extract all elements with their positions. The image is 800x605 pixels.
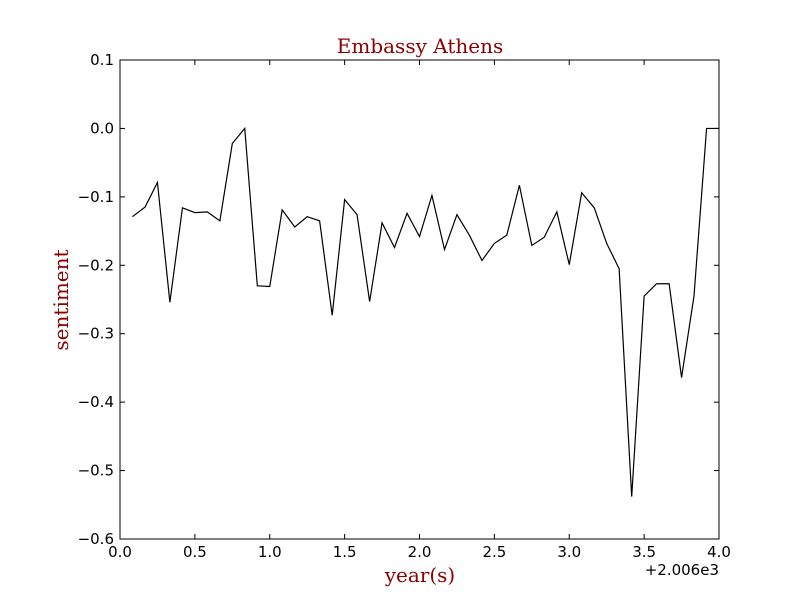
axis-tick-labels: 0.0 0.5 1.0 1.5 2.0 2.5 3.0 3.5 4.0 0.1 0.0 −0.1 −0.… (78, 51, 731, 561)
plot-area (119, 59, 720, 540)
chart-title: Embassy Athens (337, 34, 503, 58)
x-tick-label: 2.0 (408, 543, 432, 561)
y-tick-label: 0.1 (90, 51, 114, 69)
y-axis-label: sentiment (49, 249, 73, 350)
x-tick-label: 2.5 (482, 543, 506, 561)
y-tick-label: −0.1 (78, 188, 114, 206)
axis-ticks (119, 59, 720, 540)
y-tick-label: 0.0 (90, 119, 114, 137)
x-tick-label: 1.0 (258, 543, 282, 561)
y-tick-label: −0.5 (78, 462, 114, 480)
y-tick-label: −0.3 (78, 325, 114, 343)
x-tick-label: 1.5 (333, 543, 357, 561)
x-tick-label: 0.5 (183, 543, 207, 561)
series-line (132, 126, 719, 497)
y-tick-label: −0.6 (78, 530, 114, 548)
x-tick-label: 3.5 (632, 543, 656, 561)
x-tick-label: 3.0 (557, 543, 581, 561)
x-tick-label: 0.0 (108, 543, 132, 561)
x-axis-offset-label: +2.006e3 (645, 561, 719, 579)
y-tick-label: −0.2 (78, 256, 114, 274)
series-layer (132, 126, 719, 497)
x-tick-label: 4.0 (707, 543, 731, 561)
x-axis-label: year(s) (384, 563, 456, 587)
y-tick-label: −0.4 (78, 393, 114, 411)
